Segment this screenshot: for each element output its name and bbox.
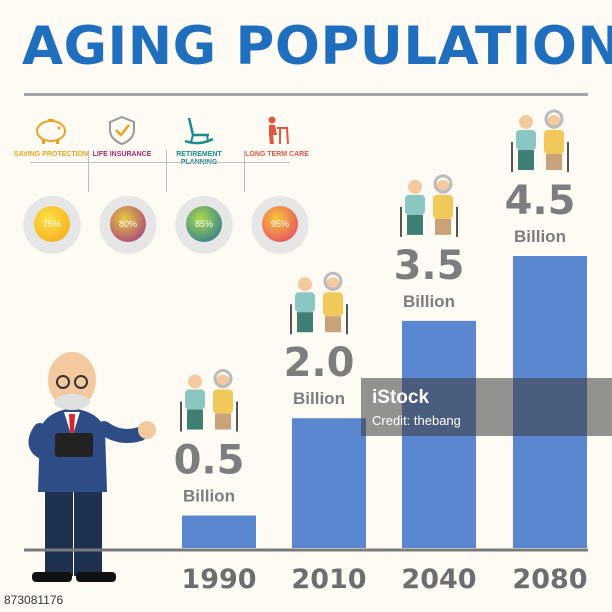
presenter-illustration bbox=[28, 352, 156, 582]
elderly-couple-icon bbox=[290, 271, 348, 335]
unit-label: Billion bbox=[514, 227, 566, 246]
unit-label: Billion bbox=[183, 487, 235, 506]
gauge-value: 95% bbox=[262, 206, 298, 242]
long-term-care-item: LONG TERM CARE bbox=[238, 115, 316, 159]
unit-label: Billion bbox=[403, 292, 455, 311]
image-id: 873081176 bbox=[4, 593, 64, 607]
gauge-value: 85% bbox=[186, 206, 222, 242]
icon-row-line bbox=[30, 162, 290, 163]
life-insurance-item: LIFE INSURANCE bbox=[83, 115, 161, 159]
title-divider bbox=[24, 93, 588, 96]
unit-label: Billion bbox=[293, 389, 345, 408]
data-label: 4.5 bbox=[505, 178, 576, 224]
icon-label: SAVING PROTECTION bbox=[13, 151, 89, 158]
data-label: 2.0 bbox=[284, 340, 355, 386]
retirement-planning-gauge: 85% bbox=[176, 196, 232, 252]
bar bbox=[292, 418, 366, 548]
piggy-bank-icon bbox=[36, 119, 66, 144]
watermark-overlay bbox=[361, 378, 612, 436]
page-title: AGING POPULATION bbox=[22, 16, 612, 77]
elderly-couple-icon bbox=[511, 109, 569, 172]
x-tick-label: 2010 bbox=[291, 564, 366, 595]
saving-protection-item: SAVING PROTECTION bbox=[12, 115, 90, 159]
long-term-care-gauge: 95% bbox=[252, 196, 308, 252]
x-tick-label: 1990 bbox=[181, 564, 256, 595]
watermark-logo: iStock bbox=[372, 387, 430, 408]
data-label: 3.5 bbox=[394, 243, 465, 289]
data-label: 0.5 bbox=[174, 438, 245, 484]
rocking-chair-icon bbox=[184, 117, 214, 145]
divider bbox=[244, 150, 245, 192]
elderly-couple-icon bbox=[180, 369, 238, 432]
elderly-couple-icon bbox=[400, 174, 458, 237]
watermark-credit: Credit: thebang bbox=[372, 413, 461, 428]
life-insurance-gauge: 80% bbox=[100, 196, 156, 252]
elderly-walker-icon bbox=[268, 116, 289, 145]
gauge-value: 80% bbox=[110, 206, 146, 242]
shield-check-icon bbox=[109, 115, 135, 145]
saving-protection-gauge: 75% bbox=[24, 196, 80, 252]
divider bbox=[88, 150, 89, 192]
icon-label: LIFE INSURANCE bbox=[92, 151, 152, 158]
x-tick-label: 2040 bbox=[401, 564, 476, 595]
gauge-value: 75% bbox=[34, 206, 70, 242]
icon-label: LONG TERM CARE bbox=[245, 151, 309, 158]
bar bbox=[182, 515, 256, 548]
divider bbox=[166, 150, 167, 192]
x-tick-label: 2080 bbox=[512, 564, 587, 595]
